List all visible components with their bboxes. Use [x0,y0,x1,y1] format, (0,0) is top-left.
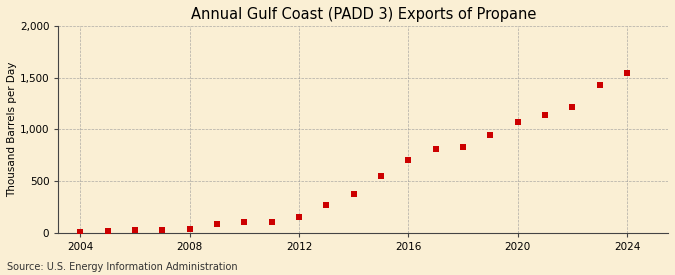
Point [403,158,414,163]
Point [375,174,386,178]
Point [430,147,441,151]
Point [266,220,277,224]
Point [130,227,140,232]
Point [294,215,304,219]
Y-axis label: Thousand Barrels per Day: Thousand Barrels per Day [7,62,17,197]
Point [102,229,113,233]
Point [184,226,195,231]
Point [321,202,331,207]
Text: Source: U.S. Energy Information Administration: Source: U.S. Energy Information Administ… [7,262,238,272]
Point [622,71,632,75]
Title: Annual Gulf Coast (PADD 3) Exports of Propane: Annual Gulf Coast (PADD 3) Exports of Pr… [190,7,536,22]
Point [75,230,86,234]
Point [485,132,495,137]
Point [594,83,605,87]
Point [512,120,523,124]
Point [567,104,578,109]
Point [157,228,167,232]
Point [539,113,550,117]
Point [458,144,468,149]
Point [211,222,222,226]
Point [239,220,250,225]
Point [348,192,359,197]
